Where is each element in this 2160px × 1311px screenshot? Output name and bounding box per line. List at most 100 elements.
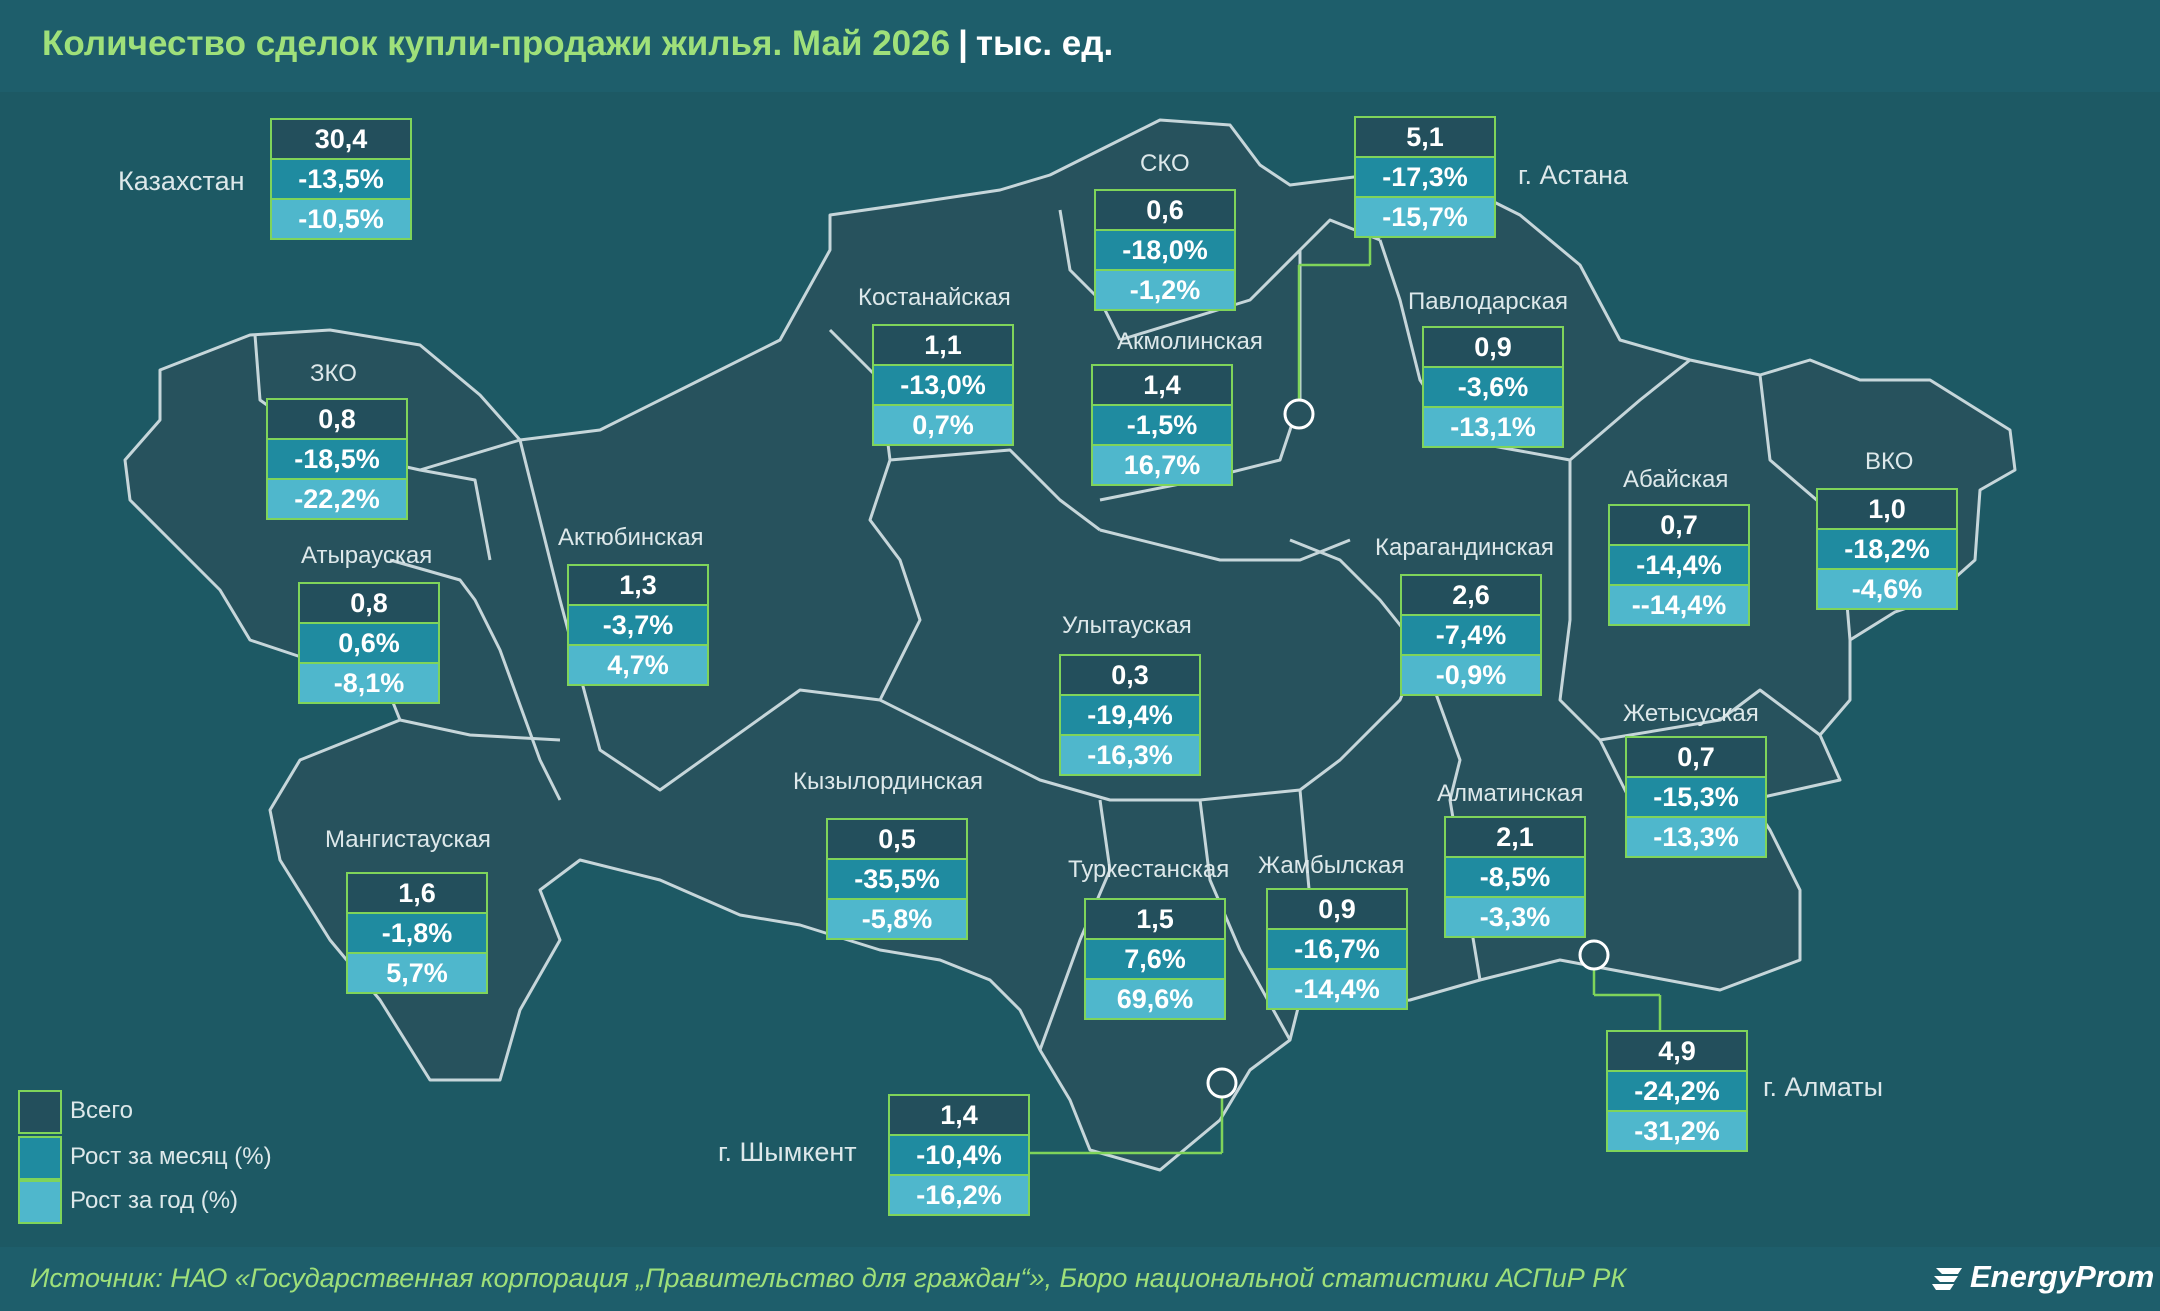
value-month: -13,0% [874, 366, 1012, 406]
value-total: 0,8 [268, 400, 406, 440]
data-box-astana: 5,1 -17,3% -15,7% [1354, 116, 1496, 238]
value-year: -13,1% [1424, 408, 1562, 446]
value-year: -8,1% [300, 664, 438, 702]
data-box-kyzylorda: 0,5 -35,5% -5,8% [826, 818, 968, 940]
region-label-almaty-region: Алматинская [1437, 780, 1584, 807]
region-label-vko: ВКО [1865, 448, 1914, 475]
value-year: -16,3% [1061, 736, 1199, 774]
region-label-ulytau: Улытауская [1062, 612, 1192, 639]
data-box-ulytau: 0,3 -19,4% -16,3% [1059, 654, 1201, 776]
value-month: -3,6% [1424, 368, 1562, 408]
value-year: -3,3% [1446, 898, 1584, 936]
legend-swatch-year [18, 1180, 62, 1224]
value-total: 5,1 [1356, 118, 1494, 158]
value-total: 1,3 [569, 566, 707, 606]
value-total: 1,1 [874, 326, 1012, 366]
value-total: 2,6 [1402, 576, 1540, 616]
value-year: -0,9% [1402, 656, 1540, 694]
value-total: 1,6 [348, 874, 486, 914]
header-bar: Количество сделок купли-продажи жилья. М… [0, 0, 2160, 94]
region-label-kazakhstan: Казахстан [118, 166, 245, 196]
region-label-turkestan: Туркестанская [1068, 856, 1230, 883]
region-label-zko: ЗКО [310, 360, 357, 387]
region-label-abay: Абайская [1623, 466, 1729, 493]
value-month: -35,5% [828, 860, 966, 900]
region-label-zhetysu: Жетысуская [1623, 700, 1759, 727]
value-total: 0,9 [1268, 890, 1406, 930]
region-label-atyrau: Атырауская [301, 542, 433, 569]
value-total: 2,1 [1446, 818, 1584, 858]
value-month: -10,4% [890, 1136, 1028, 1176]
value-month: 0,6% [300, 624, 438, 664]
logo-text: EnergyProm [1970, 1259, 2155, 1294]
value-total: 0,9 [1424, 328, 1562, 368]
data-box-zhambyl: 0,9 -16,7% -14,4% [1266, 888, 1408, 1010]
value-month: -8,5% [1446, 858, 1584, 898]
value-year: 5,7% [348, 954, 486, 992]
value-year: -31,2% [1608, 1112, 1746, 1150]
value-month: -13,5% [272, 160, 410, 200]
value-year: -10,5% [272, 200, 410, 238]
value-total: 30,4 [272, 120, 410, 160]
value-year: 16,7% [1093, 446, 1231, 484]
value-total: 0,6 [1096, 191, 1234, 231]
value-total: 1,4 [890, 1096, 1028, 1136]
value-year: --14,4% [1610, 586, 1748, 624]
region-label-zhambyl: Жамбылская [1258, 852, 1405, 879]
legend-label-month: Рост за месяц (%) [70, 1143, 272, 1170]
value-total: 0,3 [1061, 656, 1199, 696]
title-unit: тыс. ед. [975, 24, 1114, 63]
data-box-abay: 0,7 -14,4% --14,4% [1608, 504, 1750, 626]
value-total: 4,9 [1608, 1032, 1746, 1072]
value-year: -22,2% [268, 480, 406, 518]
region-label-karaganda: Карагандинская [1375, 534, 1554, 561]
value-month: -24,2% [1608, 1072, 1746, 1112]
value-total: 0,8 [300, 584, 438, 624]
source-note: Источник: НАО «Государственная корпораци… [30, 1263, 1627, 1293]
astana-marker [1283, 398, 1315, 430]
title-separator: | [958, 24, 968, 63]
legend-label-year: Рост за год (%) [70, 1187, 239, 1214]
value-year: -5,8% [828, 900, 966, 938]
data-box-aktobe: 1,3 -3,7% 4,7% [567, 564, 709, 686]
logo-icon [1932, 1267, 1962, 1290]
value-month: -1,8% [348, 914, 486, 954]
data-box-almaty-city: 4,9 -24,2% -31,2% [1606, 1030, 1748, 1152]
value-month: -15,3% [1627, 778, 1765, 818]
region-label-pavlodar: Павлодарская [1408, 288, 1568, 315]
region-label-shymkent: г. Шымкент [718, 1137, 857, 1167]
page-title: Количество сделок купли-продажи жилья. М… [42, 24, 1113, 64]
value-total: 1,0 [1818, 490, 1956, 530]
region-label-akmola: Акмолинская [1117, 328, 1263, 355]
value-month: -18,0% [1096, 231, 1234, 271]
region-label-kostanay: Костанайская [858, 284, 1011, 311]
value-total: 1,5 [1086, 900, 1224, 940]
city-markers [1206, 398, 1610, 1099]
data-box-karaganda: 2,6 -7,4% -0,9% [1400, 574, 1542, 696]
value-year: 0,7% [874, 406, 1012, 444]
value-year: 69,6% [1086, 980, 1224, 1018]
value-month: -18,5% [268, 440, 406, 480]
value-month: -17,3% [1356, 158, 1494, 198]
data-box-pavlodar: 0,9 -3,6% -13,1% [1422, 326, 1564, 448]
value-month: -19,4% [1061, 696, 1199, 736]
data-box-mangystau: 1,6 -1,8% 5,7% [346, 872, 488, 994]
value-year: -13,3% [1627, 818, 1765, 856]
data-box-kostanay: 1,1 -13,0% 0,7% [872, 324, 1014, 446]
value-year: -14,4% [1268, 970, 1406, 1008]
data-box-almaty-region: 2,1 -8,5% -3,3% [1444, 816, 1586, 938]
data-box-turkestan: 1,5 7,6% 69,6% [1084, 898, 1226, 1020]
footer-bar: Источник: НАО «Государственная корпораци… [0, 1247, 2160, 1311]
data-box-zko: 0,8 -18,5% -22,2% [266, 398, 408, 520]
legend-label-total: Всего [70, 1097, 133, 1124]
value-total: 0,7 [1610, 506, 1748, 546]
shymkent-marker [1206, 1067, 1238, 1099]
region-label-almaty-city: г. Алматы [1763, 1072, 1884, 1102]
data-box-atyrau: 0,8 0,6% -8,1% [298, 582, 440, 704]
energyprom-logo: EnergyProm [1932, 1259, 2154, 1295]
data-box-akmola: 1,4 -1,5% 16,7% [1091, 364, 1233, 486]
value-month: -18,2% [1818, 530, 1956, 570]
value-year: -1,2% [1096, 271, 1234, 309]
region-label-astana: г. Астана [1518, 160, 1629, 190]
region-label-mangystau: Мангистауская [325, 826, 491, 853]
